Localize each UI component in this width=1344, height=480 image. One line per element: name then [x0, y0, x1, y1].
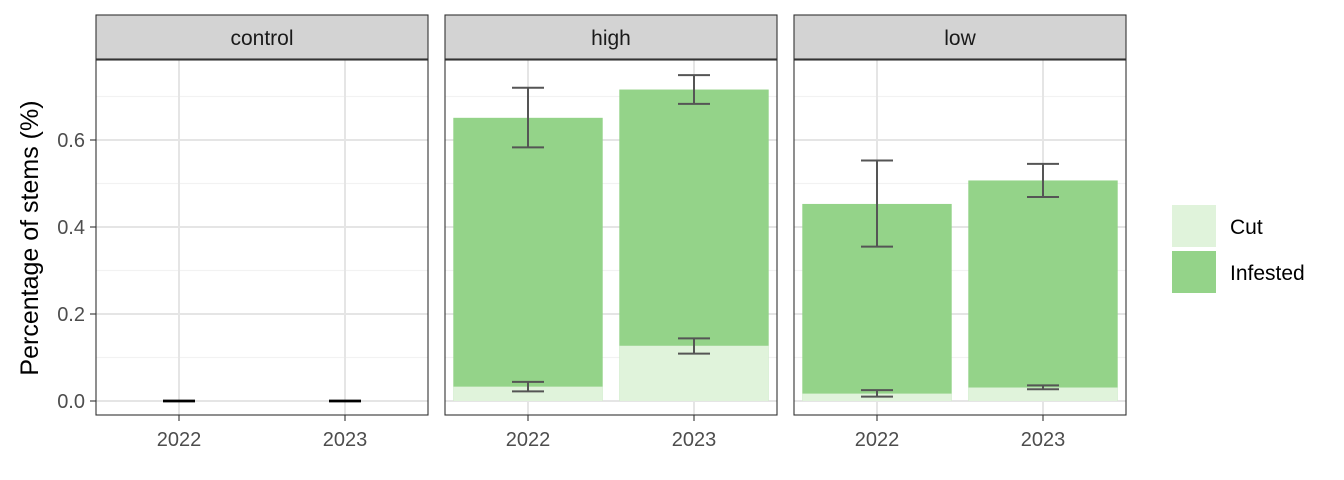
x-tick-label: 2022 — [506, 429, 551, 451]
legend: Cut Infested — [1172, 205, 1305, 293]
legend-key-infested — [1172, 251, 1216, 293]
facet-panel-control: control 2022 2023 — [95, 14, 429, 451]
bar-infested-2023 — [968, 180, 1118, 401]
y-tick-label: 0.0 — [57, 391, 85, 413]
facet-strip-label: control — [230, 27, 293, 50]
facet-strip-label: low — [944, 27, 976, 50]
legend-label-cut: Cut — [1230, 216, 1263, 239]
x-tick-label: 2023 — [323, 429, 368, 451]
y-tick-label: 0.2 — [57, 304, 85, 326]
x-tick-label: 2022 — [157, 429, 202, 451]
panel-border — [793, 59, 1127, 416]
panel-border — [444, 59, 778, 416]
facet-panel-high: high 2022 2023 — [444, 14, 778, 451]
facet-strip — [95, 14, 429, 60]
facet-strip — [444, 14, 778, 60]
x-tick-label: 2022 — [855, 429, 900, 451]
x-tick-label: 2023 — [1021, 429, 1066, 451]
bar-cut-2023 — [968, 387, 1118, 401]
legend-key-cut — [1172, 205, 1216, 247]
facet-strip — [793, 14, 1127, 60]
facet-strip-label: high — [591, 27, 631, 50]
x-tick-label: 2023 — [672, 429, 717, 451]
y-axis-title: Percentage of stems (%) — [16, 100, 44, 375]
bar-infested-2022 — [453, 117, 603, 401]
y-axis: 0.0 0.2 0.4 0.6 — [57, 130, 96, 413]
panel-background — [96, 60, 428, 415]
legend-label-infested: Infested — [1230, 262, 1305, 285]
bar-cut-2022 — [453, 386, 603, 401]
y-tick-label: 0.6 — [57, 130, 85, 152]
bar-cut-2023 — [619, 345, 769, 401]
facet-panels: control 2022 2023 high 2022 2023 low 2022 2023 — [95, 14, 1127, 451]
y-tick-label: 0.4 — [57, 217, 85, 239]
panel-border — [95, 59, 429, 416]
facet-panel-low: low 2022 2023 — [793, 14, 1127, 451]
